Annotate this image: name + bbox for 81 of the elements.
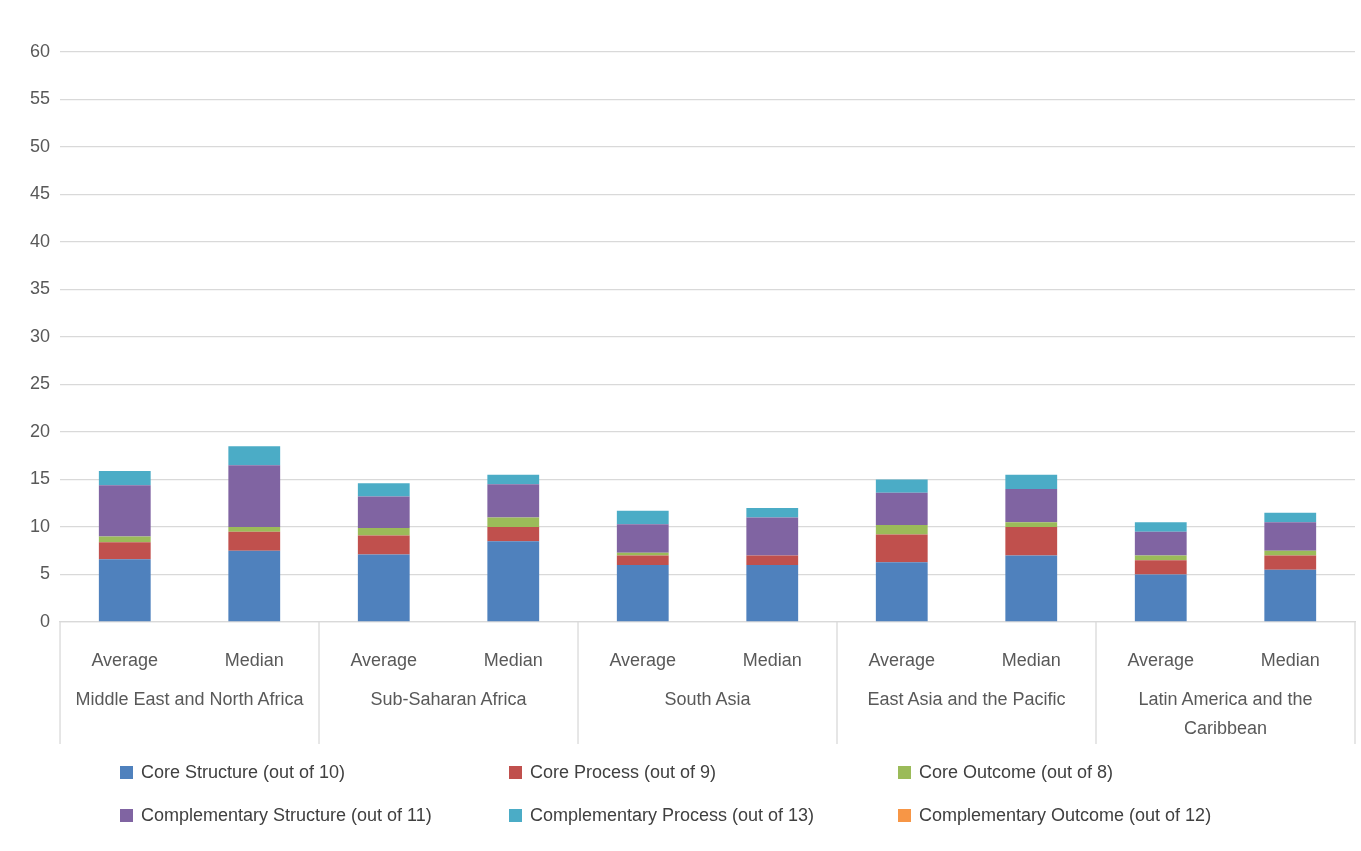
bar <box>746 508 799 518</box>
text: South Asia <box>664 688 752 709</box>
bar <box>1005 489 1058 523</box>
x-tick-label: Median <box>224 649 284 670</box>
bar <box>98 542 151 560</box>
y-tick-label: 55 <box>29 88 51 109</box>
x-tick-label: Median <box>1001 649 1061 670</box>
bar <box>228 531 281 551</box>
bar <box>746 517 799 556</box>
bar <box>1005 555 1058 622</box>
x-tick-label: Average <box>609 649 677 670</box>
legend-label: Core Process (out of 9) <box>529 762 718 783</box>
y-tick-label: 25 <box>29 373 51 394</box>
bar <box>875 525 928 535</box>
text: Latin America and the Caribbean <box>1138 688 1313 738</box>
bar <box>1264 512 1317 523</box>
y-tick-label: 10 <box>29 515 51 536</box>
bar <box>357 496 410 528</box>
bar <box>357 527 410 536</box>
bar <box>616 565 669 622</box>
bar <box>487 517 540 527</box>
bar <box>357 483 410 497</box>
text: Sub-Saharan Africa <box>370 688 528 709</box>
bar <box>875 479 928 493</box>
bar <box>1264 522 1317 551</box>
bar <box>228 446 281 466</box>
bar <box>616 552 669 556</box>
bar <box>1264 569 1317 622</box>
bar <box>1134 560 1187 575</box>
x-tick-label: Average <box>350 649 418 670</box>
x-tick-label: Average <box>1127 649 1195 670</box>
bar <box>487 484 540 518</box>
bar <box>875 492 928 526</box>
y-tick-label: 20 <box>29 420 51 441</box>
y-tick-label: 0 <box>40 610 51 631</box>
bar <box>487 474 540 485</box>
bar <box>1134 574 1187 622</box>
text: East Asia and the Pacific <box>867 688 1066 709</box>
bar <box>228 550 281 622</box>
y-tick-label: 60 <box>29 40 51 61</box>
y-tick-label: 15 <box>29 468 51 489</box>
x-tick-label: Median <box>483 649 543 670</box>
bar <box>616 555 669 565</box>
bar <box>1134 522 1187 532</box>
bar <box>228 465 281 527</box>
bar <box>98 485 151 537</box>
y-tick-label: 40 <box>29 230 51 251</box>
legend-label: Core Structure (out of 10) <box>140 762 347 783</box>
bar <box>1005 527 1058 556</box>
bar <box>357 535 410 555</box>
bar <box>746 565 799 622</box>
y-tick-label: 50 <box>29 135 51 156</box>
legend-label: Complementary Outcome (out of 12) <box>918 805 1213 826</box>
legend-label: Complementary Process (out of 13) <box>529 805 816 826</box>
bar <box>357 554 410 622</box>
bar <box>487 527 540 542</box>
bar <box>1264 555 1317 570</box>
x-tick-label: Average <box>91 649 159 670</box>
bar <box>746 555 799 565</box>
bar <box>98 470 151 486</box>
y-tick-label: 45 <box>29 183 51 204</box>
bar <box>98 559 151 622</box>
bar <box>875 534 928 563</box>
bar <box>228 527 281 532</box>
bar <box>1264 550 1317 556</box>
legend-label: Core Outcome (out of 8) <box>918 762 1115 783</box>
bar <box>616 524 669 553</box>
x-tick-label: Median <box>742 649 802 670</box>
bar <box>1005 474 1058 489</box>
y-tick-label: 5 <box>40 563 51 584</box>
x-tick-label: Average <box>868 649 936 670</box>
text: Middle East and North Africa <box>75 688 305 709</box>
bar <box>1134 531 1187 556</box>
bar <box>616 510 669 525</box>
bar <box>487 541 540 622</box>
legend-label: Complementary Structure (out of 11) <box>140 805 433 826</box>
bar <box>875 562 928 622</box>
x-tick-label: Median <box>1260 649 1320 670</box>
y-tick-label: 30 <box>29 325 51 346</box>
bar <box>1005 522 1058 527</box>
y-tick-label: 35 <box>29 278 51 299</box>
